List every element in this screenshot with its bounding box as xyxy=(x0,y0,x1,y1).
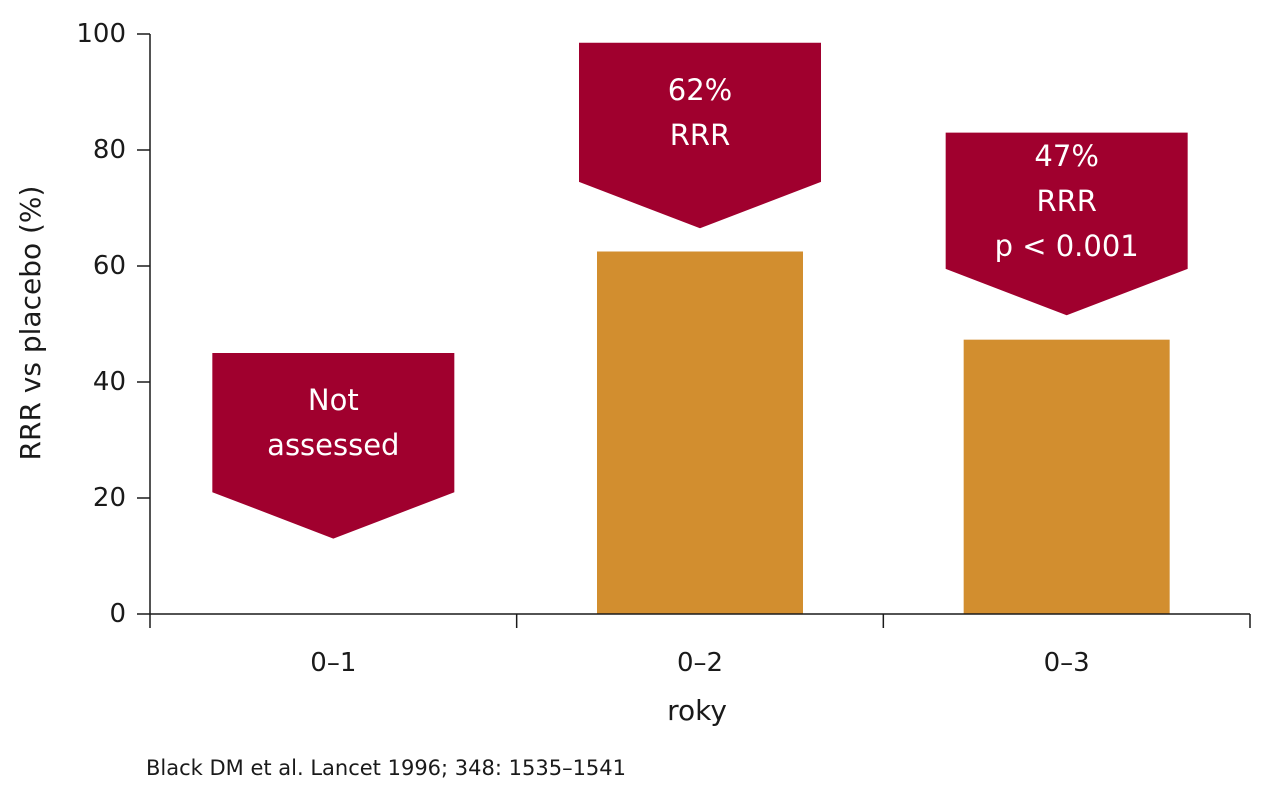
x-tick-label: 0–2 xyxy=(677,648,723,678)
bar-2 xyxy=(597,251,803,614)
axes: 0 20 40 60 80 100 0–1 0–2 0–3 xyxy=(76,19,1251,678)
x-tick-label: 0–1 xyxy=(310,648,356,678)
y-tick-label: 40 xyxy=(93,367,126,397)
callout-text: 62% xyxy=(668,73,732,107)
callout-shape xyxy=(579,42,821,229)
callout-text: RRR xyxy=(670,118,730,152)
y-tick-label: 0 xyxy=(109,599,126,629)
source-citation: Black DM et al. Lancet 1996; 348: 1535–1… xyxy=(146,756,627,780)
y-tick-label: 60 xyxy=(93,251,126,281)
callout-2: 62% RRR xyxy=(579,42,821,229)
callout-shape xyxy=(945,132,1188,316)
bars xyxy=(597,251,1170,614)
bar-3 xyxy=(963,339,1170,614)
y-tick-label: 100 xyxy=(76,19,126,49)
y-tick-label: 80 xyxy=(93,135,126,165)
callout-text: Not xyxy=(308,383,359,417)
callouts: Not assessed 62% RRR 47% RRR p < 0.001 xyxy=(212,42,1188,539)
callout-shape xyxy=(212,353,455,539)
callout-text: 47% xyxy=(1034,139,1098,173)
callout-3: 47% RRR p < 0.001 xyxy=(945,132,1188,316)
x-tick-label: 0–3 xyxy=(1044,648,1090,678)
callout-1: Not assessed xyxy=(212,353,455,539)
x-axis-label: roky xyxy=(667,694,727,727)
y-tick-label: 20 xyxy=(93,483,126,513)
callout-text: RRR xyxy=(1036,184,1096,218)
y-axis-label: RRR vs placebo (%) xyxy=(14,186,47,461)
callout-text: p < 0.001 xyxy=(995,229,1139,263)
callout-text: assessed xyxy=(267,428,399,462)
